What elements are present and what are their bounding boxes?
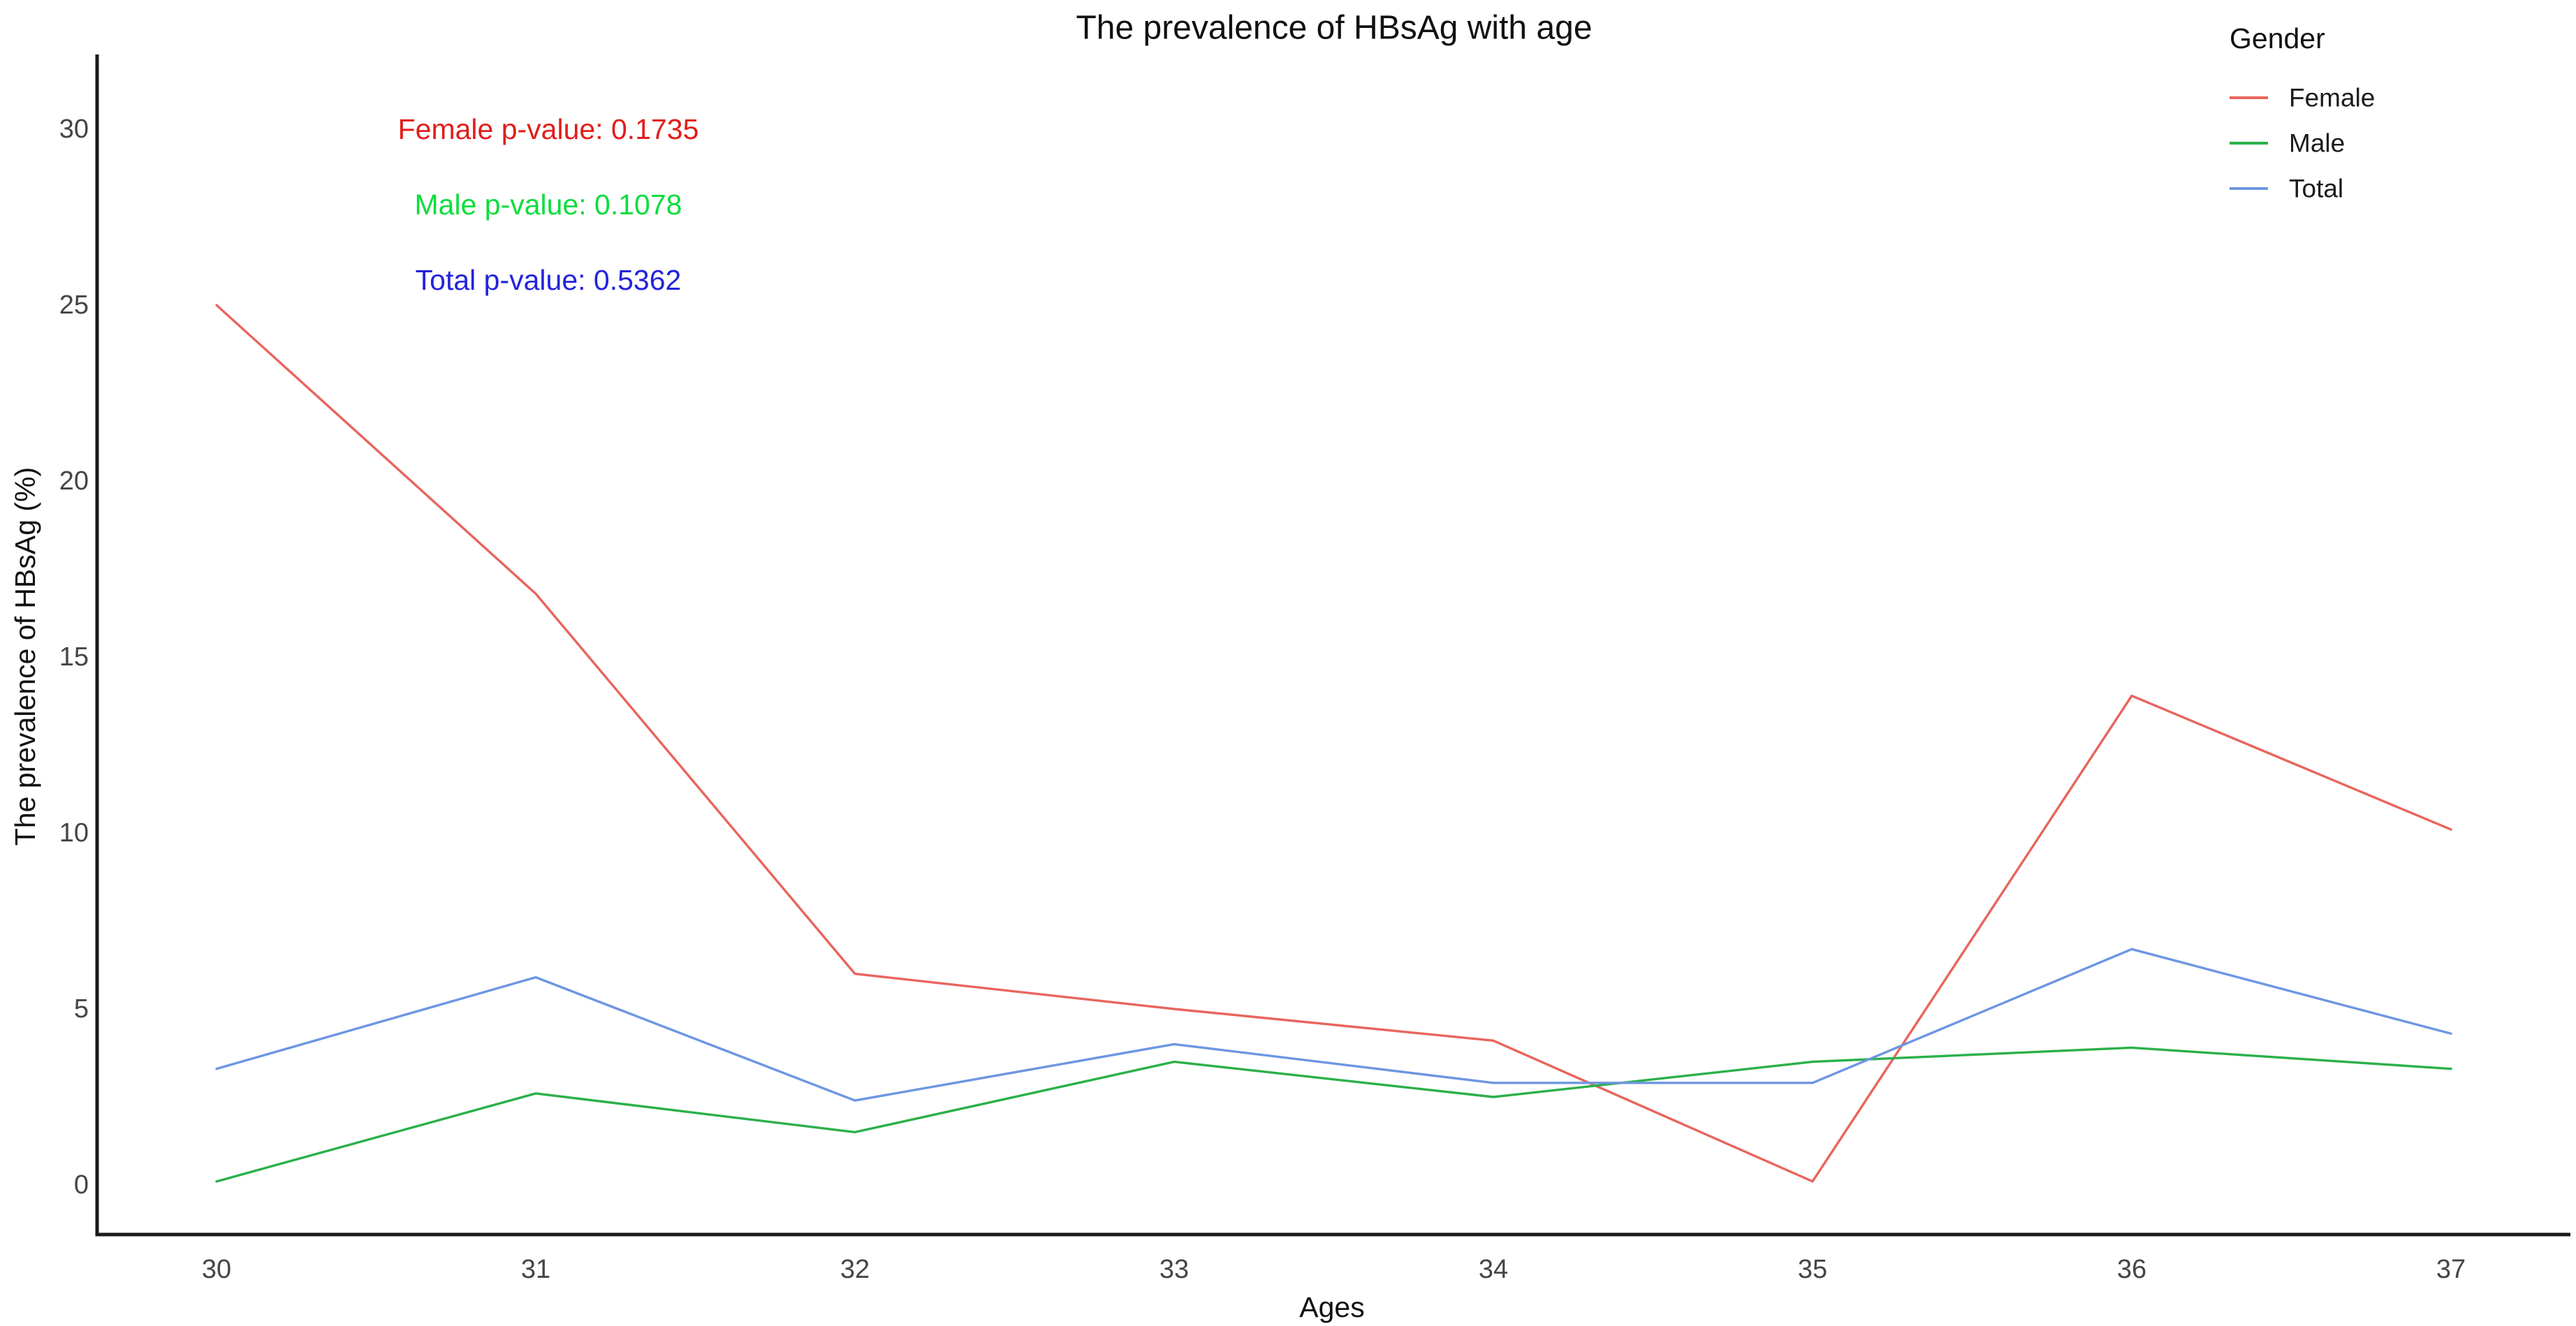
legend-entry-female: Female [2230,84,2375,112]
y-tick-label-10: 10 [59,818,89,848]
legend-label-male: Male [2289,129,2345,158]
x-tick-label-35: 35 [1798,1255,1827,1284]
x-tick-label-30: 30 [202,1255,231,1284]
x-tick-label-33: 33 [1159,1255,1189,1284]
y-tick-label-25: 25 [59,290,89,320]
chart-title: The prevalence of HBsAg with age [1076,10,1592,47]
x-tick-label-34: 34 [1479,1255,1508,1284]
y-axis-title: The prevalence of HBsAg (%) [9,467,41,846]
axis-lines [95,54,2570,1237]
x-tick-label-37: 37 [2436,1255,2466,1284]
legend-entry-total: Total [2230,175,2343,203]
axes [95,54,2570,1237]
annotation-female-p-value: Female p-value: 0.1735 [398,113,699,145]
legend-entries: Female Male Total [2230,84,2375,203]
y-axis-ticks: 0 5 10 15 20 25 30 [59,115,89,1200]
series-line-total [215,948,2452,1102]
annotation-male-p-value: Male p-value: 0.1078 [415,189,682,221]
y-tick-label-15: 15 [59,642,89,672]
legend-label-total: Total [2289,175,2343,203]
y-tick-label-30: 30 [59,115,89,144]
legend-title: Gender [2230,22,2325,54]
x-axis-title: Ages [1299,1291,1364,1323]
y-tick-label-0: 0 [74,1170,89,1200]
x-axis-ticks: 30 31 32 33 34 35 36 37 [202,1255,2466,1284]
x-tick-label-31: 31 [521,1255,550,1284]
legend-entry-male: Male [2230,129,2345,158]
annotation-total-p-value: Total p-value: 0.5362 [416,264,682,296]
y-tick-label-5: 5 [74,994,89,1024]
series-line-female [215,304,2452,1183]
p-value-annotations: Female p-value: 0.1735 Male p-value: 0.10… [398,113,699,296]
legend-label-female: Female [2289,84,2375,112]
legend: Gender Female Male Total [2230,22,2375,203]
x-tick-label-32: 32 [840,1255,870,1284]
data-series [215,304,2452,1183]
x-tick-label-36: 36 [2117,1255,2146,1284]
series-line-male [215,1046,2452,1183]
y-tick-label-20: 20 [59,466,89,496]
